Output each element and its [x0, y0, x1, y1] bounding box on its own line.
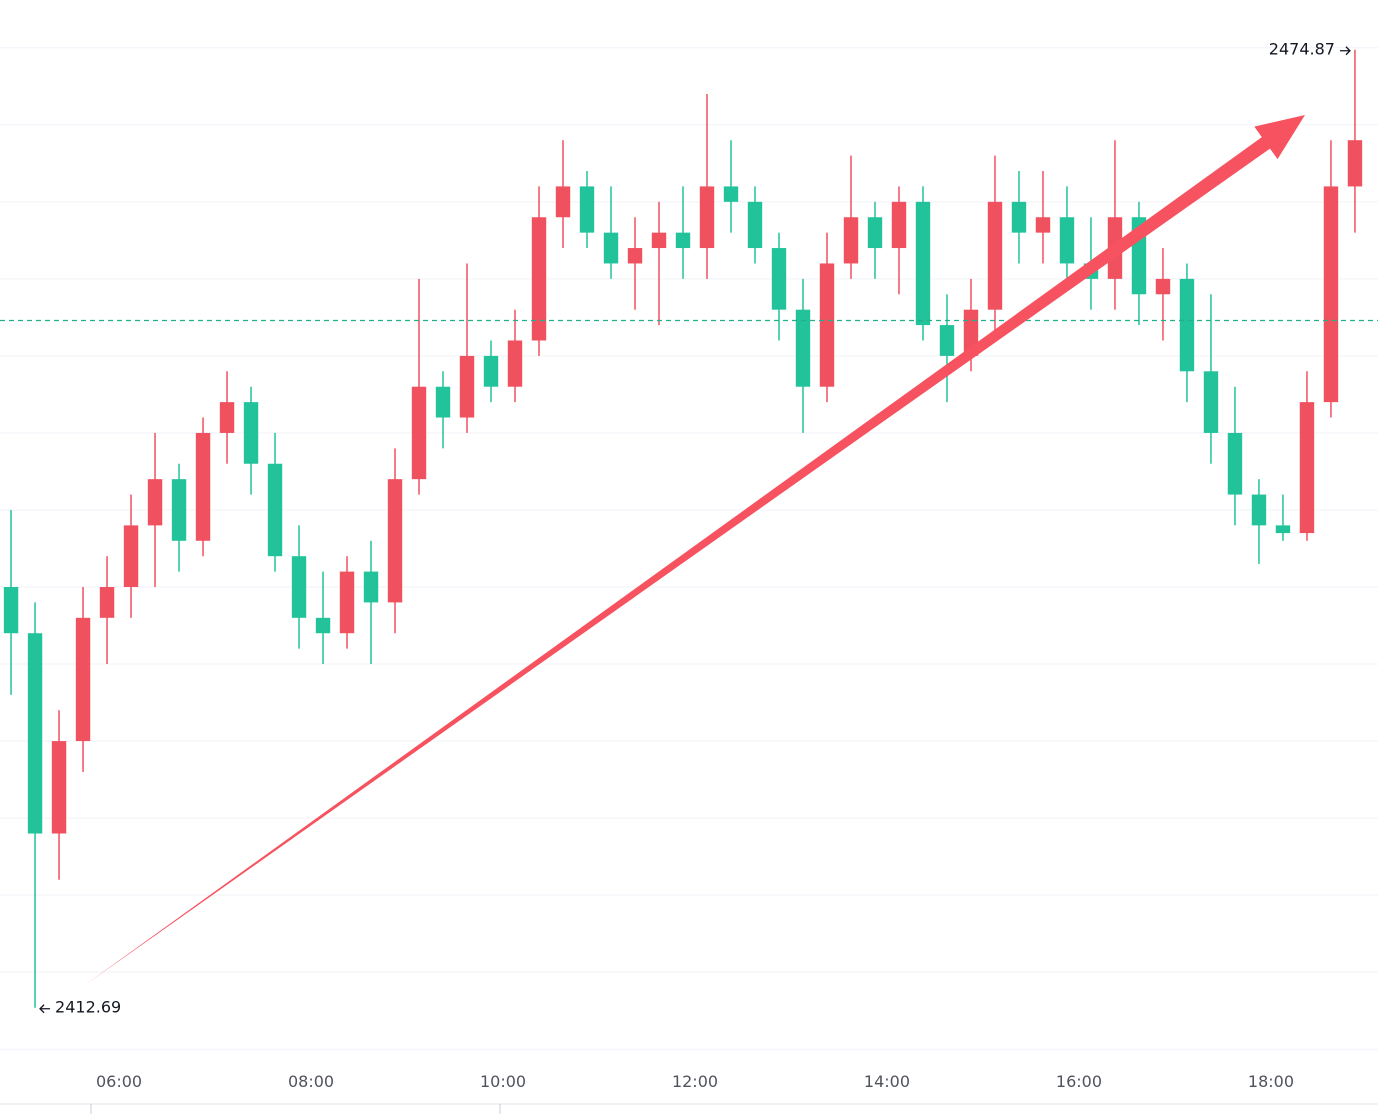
candle-body [1035, 217, 1051, 233]
candle-body [531, 217, 547, 341]
label-arrow [39, 1004, 51, 1014]
x-tick-label: 10:00 [480, 1072, 526, 1091]
candle-body [387, 479, 403, 603]
candle-body [147, 479, 163, 526]
candle-body [1059, 217, 1075, 264]
candle-body [603, 232, 619, 264]
candle-body [75, 617, 91, 742]
candle-body [3, 587, 19, 634]
candle-body [867, 217, 883, 249]
candle-body [915, 201, 931, 326]
candle-body [1347, 140, 1363, 187]
candle-body [627, 248, 643, 264]
candle-body [555, 186, 571, 218]
x-tick-label: 06:00 [96, 1072, 142, 1091]
x-tick-label: 18:00 [1248, 1072, 1294, 1091]
label-arrow [1339, 46, 1351, 56]
candle-body [1227, 432, 1243, 495]
candle-body [1203, 371, 1219, 433]
candle-body [987, 201, 1003, 310]
candle-body [843, 217, 859, 264]
candle-body [1275, 525, 1291, 534]
candle-body [315, 617, 331, 634]
candle-body [171, 479, 187, 541]
low-label: 2412.69 [55, 997, 121, 1016]
trend-arrow [85, 115, 1305, 985]
candle-body [459, 355, 475, 418]
x-tick-label: 16:00 [1056, 1072, 1102, 1091]
candle-body [411, 386, 427, 480]
candle-body [1155, 278, 1171, 295]
candle-body [99, 587, 115, 618]
candle-body [219, 402, 235, 433]
high-label: 2474.87 [1269, 39, 1335, 58]
candle-body [123, 525, 139, 588]
x-tick-label: 12:00 [672, 1072, 718, 1091]
candle-body [483, 355, 499, 387]
x-tick-label: 14:00 [864, 1072, 910, 1091]
candle-body [291, 556, 307, 618]
candle-body [819, 263, 835, 387]
candle-body [747, 201, 763, 249]
candle-body [195, 432, 211, 541]
candle-body [651, 232, 667, 249]
candle-body [27, 633, 43, 834]
candle-body [939, 325, 955, 356]
candle-body [723, 186, 739, 202]
candle-body [579, 186, 595, 233]
candle-body [795, 309, 811, 387]
candle-body [1011, 201, 1027, 233]
candle-body [1179, 278, 1195, 372]
candle-body [675, 232, 691, 249]
candle-body [363, 571, 379, 603]
candle-body [771, 248, 787, 310]
candle-body [267, 463, 283, 557]
x-tick-label: 08:00 [288, 1072, 334, 1091]
candle-body [51, 741, 67, 834]
candle-body [507, 340, 523, 387]
candle-body [1251, 494, 1267, 526]
candle-body [891, 201, 907, 249]
candle-body [1299, 402, 1315, 534]
candle-body [699, 186, 715, 249]
candle-body [1323, 186, 1339, 403]
candle-body [243, 402, 259, 464]
candle-body [435, 386, 451, 418]
candle-body [339, 571, 355, 634]
